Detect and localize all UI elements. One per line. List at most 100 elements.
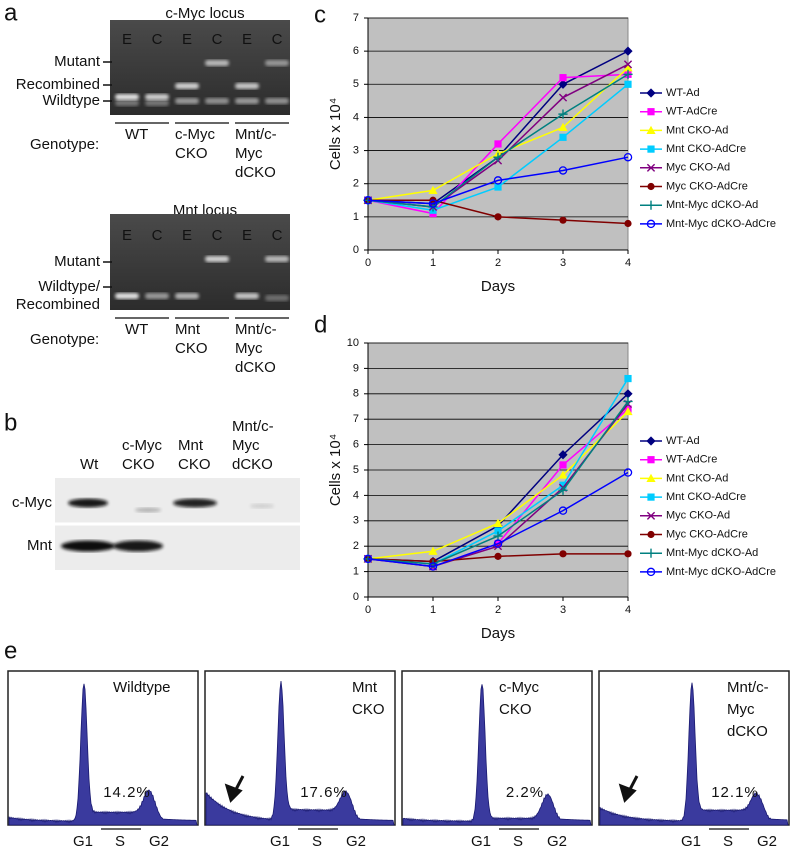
genotype: Myc <box>235 340 263 357</box>
legend-label: Mnt CKO-Ad <box>666 472 728 484</box>
y-tick-label: 2 <box>353 540 359 552</box>
legend-label: Mnt-Myc dCKO-Ad <box>666 199 758 211</box>
marker <box>559 550 567 558</box>
panel-label: b <box>4 409 17 436</box>
legend-label: Mnt CKO-AdCre <box>666 143 746 155</box>
histogram-label: dCKO <box>727 723 768 740</box>
x-tick-label: 1 <box>430 257 436 269</box>
genotype: dCKO <box>235 359 276 376</box>
marker <box>559 74 567 82</box>
marker <box>559 133 567 141</box>
marker <box>493 518 503 527</box>
marker <box>494 213 502 221</box>
arrow <box>224 775 245 803</box>
marker <box>647 108 655 116</box>
gel-band <box>235 293 259 299</box>
gel-band <box>175 98 199 104</box>
y-tick-label: 0 <box>353 591 359 603</box>
y-tick-label: 9 <box>353 362 359 374</box>
marker <box>646 219 656 229</box>
blot-lane-label: Mnt <box>178 437 204 454</box>
marker <box>623 406 633 416</box>
phase-label: S <box>723 833 733 850</box>
y-tick-label: 1 <box>353 211 359 223</box>
gel-band <box>265 295 289 301</box>
marker <box>623 152 633 162</box>
lane-label: E <box>242 227 252 244</box>
marker <box>646 436 656 446</box>
y-tick-label: 6 <box>353 45 359 57</box>
blot-band <box>61 540 115 552</box>
gel-image <box>110 214 290 310</box>
genotype: WT <box>125 126 148 143</box>
phase-label: G2 <box>149 833 169 850</box>
x-tick-label: 4 <box>625 604 631 616</box>
x-tick-label: 3 <box>560 257 566 269</box>
lane-label: C <box>272 227 283 244</box>
band-label: Recombined <box>16 76 100 93</box>
marker <box>493 176 503 185</box>
lane-label: E <box>242 31 252 48</box>
marker <box>624 550 632 558</box>
lane-label: C <box>152 31 163 48</box>
marker <box>558 79 568 89</box>
series-line <box>367 156 629 205</box>
band-label: Wildtype/ <box>38 278 101 295</box>
blot-band <box>173 498 217 508</box>
lane-label: C <box>152 227 163 244</box>
marker <box>493 531 503 541</box>
y-tick-label: 3 <box>353 144 359 156</box>
y-tick-label: 5 <box>353 78 359 90</box>
marker <box>646 511 656 520</box>
percent-label: 2.2% <box>506 784 544 801</box>
genotype: dCKO <box>235 164 276 181</box>
band-label: Wildtype <box>42 92 100 109</box>
genotype: CKO <box>175 340 208 357</box>
marker <box>494 527 502 535</box>
blot-row-label: c-Myc <box>12 494 52 511</box>
gel-band <box>205 98 229 104</box>
phase-label: G2 <box>757 833 777 850</box>
percent-label: 17.6% <box>300 784 348 801</box>
blot-lane-label: CKO <box>178 456 211 473</box>
y-tick-label: 4 <box>353 489 359 501</box>
marker <box>493 539 503 548</box>
legend-label: WT-AdCre <box>666 454 717 466</box>
percent-label: 12.1% <box>711 784 759 801</box>
gel-band <box>115 94 139 100</box>
x-tick-label: 2 <box>495 604 501 616</box>
y-tick-label: 1 <box>353 566 359 578</box>
marker <box>646 548 656 558</box>
genotype-label: Genotype: <box>30 331 99 348</box>
marker <box>623 396 633 407</box>
phase-label: S <box>115 833 125 850</box>
marker <box>624 80 632 88</box>
y-axis-title: Cells x 10⁴ <box>327 434 344 506</box>
marker <box>559 461 567 469</box>
marker <box>494 183 502 191</box>
y-tick-label: 3 <box>353 515 359 527</box>
y-tick-label: 4 <box>353 111 359 123</box>
marker <box>646 163 656 172</box>
histogram-label: Myc <box>727 701 755 718</box>
histogram-frame <box>204 670 396 826</box>
legend-label: Mnt CKO-AdCre <box>666 491 746 503</box>
x-tick-label: 0 <box>365 257 371 269</box>
blot-band <box>113 540 163 552</box>
y-tick-label: 10 <box>347 337 359 349</box>
gel-band <box>175 293 199 299</box>
legend-label: Myc CKO-Ad <box>666 162 730 174</box>
marker <box>647 456 655 464</box>
marker <box>428 199 438 208</box>
gel-band <box>145 293 169 299</box>
lane-label: E <box>182 31 192 48</box>
marker <box>494 552 502 560</box>
lane-label: C <box>212 31 223 48</box>
marker <box>646 88 656 98</box>
blot-lane-label: Mnt/c- <box>232 418 274 435</box>
genotype: Myc <box>235 145 263 162</box>
gel-title: c-Myc locus <box>165 5 244 22</box>
band-label: Mutant <box>54 253 101 270</box>
